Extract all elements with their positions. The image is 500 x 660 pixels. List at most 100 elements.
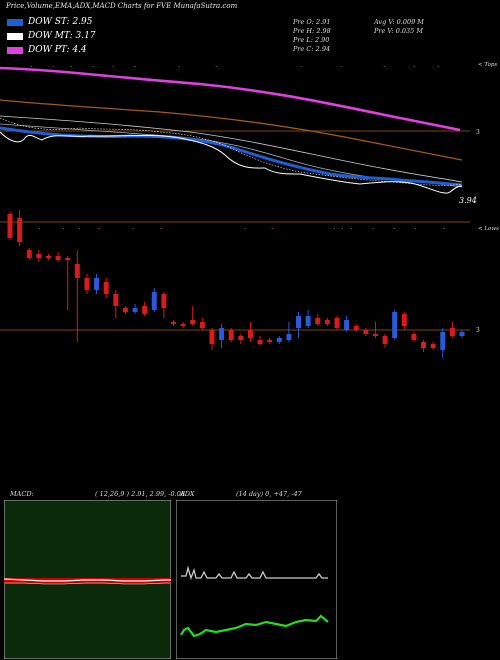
candle-body: [344, 320, 350, 330]
candle-body: [411, 334, 417, 340]
marker-glyph: ˇ: [30, 66, 33, 72]
price-line-dotted: [0, 117, 463, 186]
candle-body: [65, 258, 71, 260]
ema-line-grey: [0, 115, 463, 183]
candle-body: [228, 330, 234, 340]
candles: [7, 210, 465, 358]
label-volume: 3: [476, 327, 480, 334]
stat-high: Pre H: 2.98: [293, 27, 331, 35]
candle-body: [161, 294, 167, 308]
marker-glyph: ˇ: [112, 66, 115, 72]
adx-background: [176, 500, 337, 659]
candle-body: [151, 292, 157, 310]
candle-body: [190, 320, 196, 324]
candle-body: [17, 218, 23, 242]
adx-panel: [176, 500, 337, 659]
candle-body: [247, 330, 253, 338]
legend-swatch-pt: [7, 46, 23, 54]
chart-title: Price,Volume,EMA,ADX,MACD Charts for FVE…: [6, 2, 238, 10]
marker-glyph: ˇ: [160, 228, 163, 234]
candle-body: [238, 336, 244, 340]
label-price-low: 3.94: [459, 196, 477, 205]
legend-swatch-st: [7, 18, 23, 26]
candle-body: [36, 254, 42, 258]
marker-glyph: ˇ: [413, 66, 416, 72]
candle-body: [180, 324, 186, 326]
marker-glyph: ˇ: [437, 66, 440, 72]
marker-glyph: ˇ: [98, 228, 101, 234]
legend-dow-pt: DOW PT: 4.4: [7, 45, 87, 55]
candle-body: [132, 308, 138, 312]
macd-line: [4, 578, 171, 582]
candle-body: [286, 334, 292, 340]
candle-body: [113, 294, 119, 306]
ema-line-brown: [0, 99, 463, 161]
label-tops: < Tops: [478, 62, 497, 68]
marker-glyph: ˇ: [383, 66, 386, 72]
legend-label-pt: DOW PT: 4.4: [28, 45, 87, 55]
label-lows: < Lows: [478, 226, 499, 232]
candle-body: [7, 214, 13, 238]
ema-line-silver: [0, 123, 463, 188]
macd-band-red: [4, 578, 171, 584]
candle-body: [401, 314, 407, 326]
candle-body: [315, 318, 321, 324]
candle-body: [421, 342, 427, 348]
candle-body: [219, 328, 225, 340]
legend-dow-st: DOW ST: 2.95: [7, 17, 93, 27]
macd-signal-line: [4, 582, 171, 585]
ema-line-magenta: [0, 66, 461, 132]
candle-body: [430, 344, 436, 348]
marker-glyph: ˇ: [70, 66, 73, 72]
legend-label-st: DOW ST: 2.95: [28, 17, 93, 27]
candle-body: [94, 278, 100, 290]
marker-glyph: ˇ: [178, 66, 181, 72]
marker-glyph: ˇ: [78, 228, 81, 234]
candle-body: [449, 328, 455, 336]
candle-body: [440, 332, 446, 350]
candle-body: [363, 330, 369, 334]
label-price-main: 3: [476, 129, 480, 136]
marker-glyph: ˇ: [215, 66, 218, 72]
marker-glyph: ˇ: [52, 66, 55, 72]
candle-body: [199, 322, 205, 328]
legend-label-mt: DOW MT: 3.17: [28, 31, 96, 41]
adx-plus-di-line: [180, 614, 329, 638]
candle-body: [459, 332, 465, 336]
marker-glyph: ˇ: [340, 66, 343, 72]
adx-values: (14 day) 0, +47, -47: [236, 490, 302, 498]
adx-label: ADX: [180, 490, 195, 498]
marker-glyph: ˇ: [271, 228, 274, 234]
marker-glyph: ˇ: [393, 228, 396, 234]
marker-glyph: ˇ: [414, 228, 417, 234]
marker-glyph: ˇ: [372, 228, 375, 234]
candle-body: [45, 256, 51, 258]
candle-body: [267, 340, 273, 342]
stat-avg-volume: Avg V: 0.009 M: [374, 18, 424, 26]
ema-line-blue: [0, 126, 463, 187]
macd-values: ( 12,26,9 ) 2.91, 2.99, -0.08: [95, 490, 185, 498]
candle-body: [392, 312, 398, 338]
candle-body: [26, 250, 32, 258]
marker-glyph: ˇ: [132, 228, 135, 234]
legend-swatch-mt: [7, 32, 23, 40]
stat-low: Pre L: 2.90: [293, 36, 330, 44]
candle-body: [209, 330, 215, 344]
marker-glyph: ˇ: [341, 228, 344, 234]
candle-body: [170, 322, 176, 324]
macd-panel: [4, 500, 171, 659]
candle-body: [324, 320, 330, 324]
candle-body: [305, 316, 311, 326]
candle-body: [276, 338, 282, 342]
marker-glyph: ˇ: [134, 66, 137, 72]
legend-dow-mt: DOW MT: 3.17: [7, 31, 96, 41]
candle-body: [353, 326, 359, 330]
stat-open: Pre O: 2.91: [293, 18, 331, 26]
macd-label: MACD:: [10, 490, 34, 498]
candle-body: [142, 306, 148, 314]
candle-body: [122, 308, 128, 312]
marker-glyph: ˇ: [333, 228, 336, 234]
